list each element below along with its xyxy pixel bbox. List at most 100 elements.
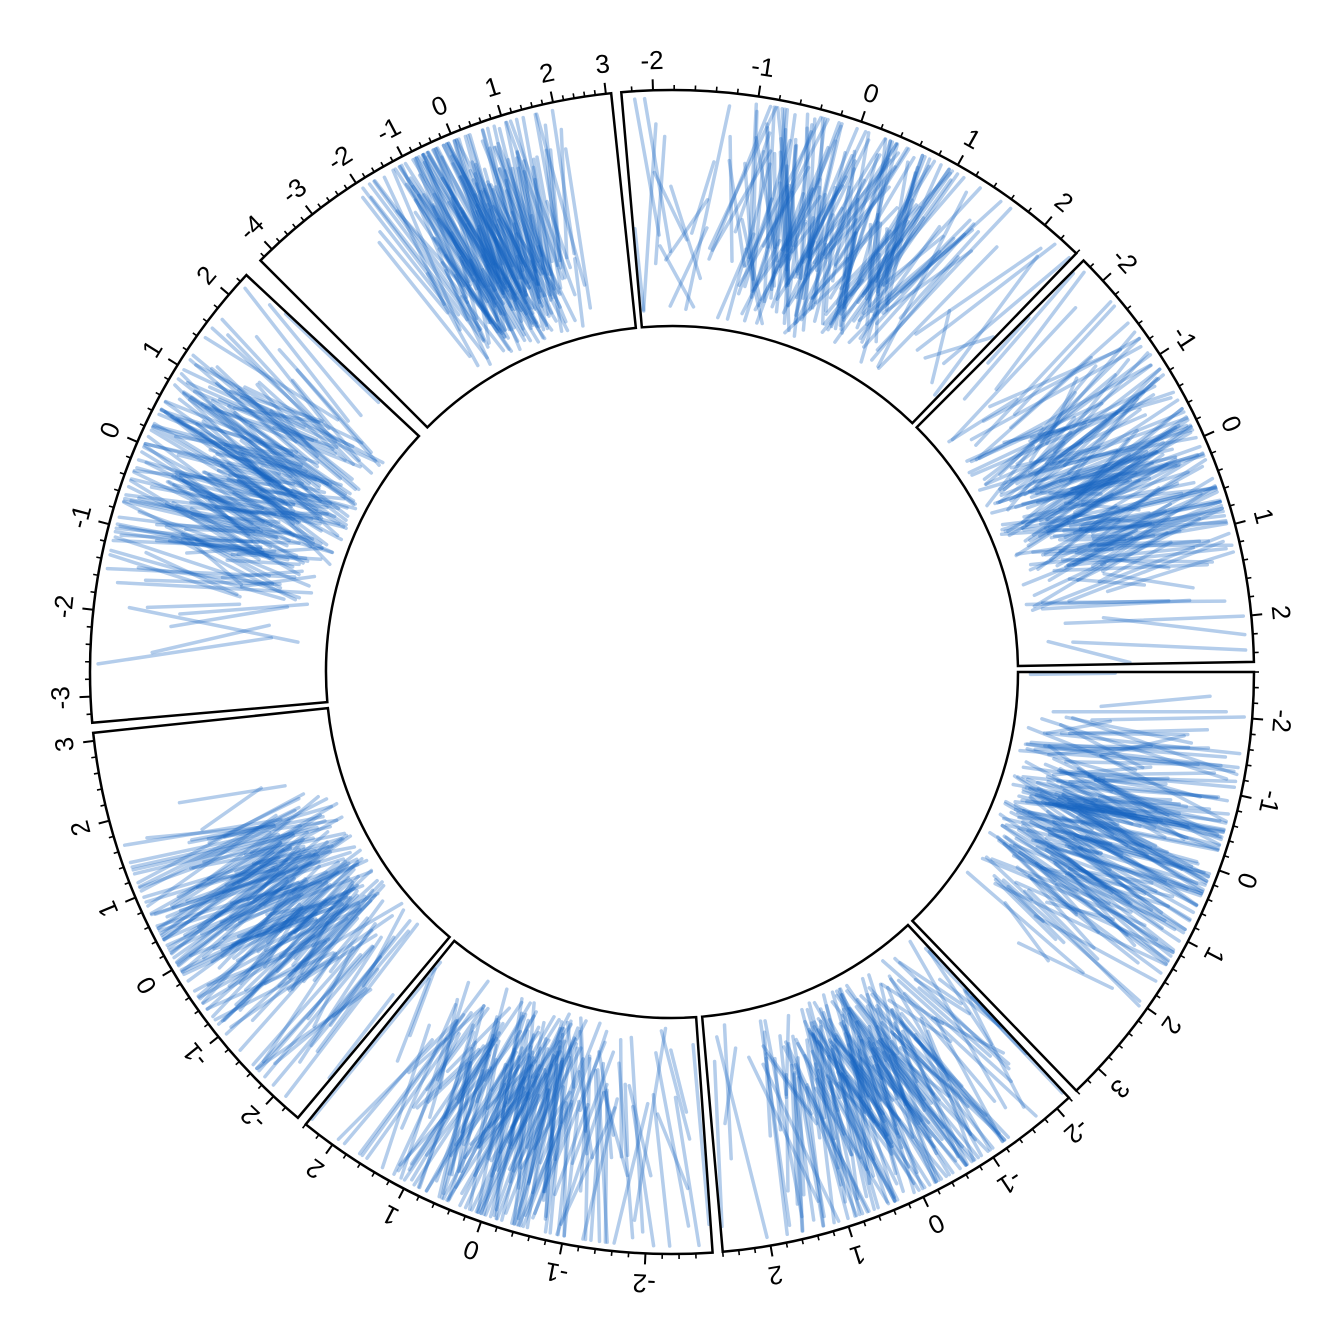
- segment: [243, 385, 364, 445]
- segment: [426, 150, 497, 269]
- segment: [196, 884, 330, 998]
- segment: [115, 522, 310, 563]
- segment: [775, 106, 795, 248]
- segment: [432, 236, 500, 331]
- segment: [206, 868, 280, 882]
- tick-label: 1: [1198, 942, 1231, 969]
- segment: [228, 473, 296, 486]
- minor-tick: [1239, 540, 1245, 543]
- major-tick: [1102, 272, 1112, 282]
- segment: [445, 1006, 512, 1074]
- segment: [166, 872, 286, 950]
- segment: [1051, 373, 1165, 464]
- segment: [1054, 882, 1171, 963]
- minor-tick: [832, 1230, 836, 1237]
- tick-label: 3: [594, 48, 612, 79]
- segment: [1034, 440, 1084, 488]
- segment: [195, 862, 278, 890]
- segment: [504, 120, 565, 281]
- tick-label: -2: [1058, 1112, 1095, 1150]
- segment: [287, 883, 386, 993]
- segment: [1051, 802, 1221, 848]
- segment: [403, 161, 497, 308]
- segment: [826, 229, 892, 332]
- segment: [452, 139, 496, 293]
- minor-tick: [1086, 1079, 1092, 1084]
- segment: [198, 906, 304, 1001]
- segment: [707, 104, 773, 261]
- segment: [913, 1032, 984, 1158]
- segment: [1052, 534, 1133, 539]
- minor-tick: [144, 926, 150, 931]
- segment: [559, 127, 569, 260]
- segment: [1040, 598, 1192, 611]
- segment: [207, 385, 377, 463]
- segment: [1026, 725, 1138, 772]
- segment: [227, 905, 323, 988]
- segment: [189, 844, 306, 870]
- segment: [1034, 793, 1199, 886]
- segment: [146, 434, 265, 524]
- segment: [876, 1039, 951, 1098]
- segment: [286, 933, 378, 991]
- segment: [1036, 787, 1115, 837]
- segment: [149, 859, 321, 917]
- tick-label: -2: [1106, 242, 1144, 279]
- minor-tick: [1246, 576, 1252, 580]
- segment: [725, 162, 772, 321]
- segment: [236, 830, 309, 885]
- segment: [604, 1090, 614, 1160]
- segment: [617, 1061, 635, 1240]
- minor-tick: [1233, 825, 1239, 828]
- segment: [476, 1091, 530, 1150]
- segment: [1039, 455, 1142, 494]
- minor-tick: [458, 124, 462, 130]
- segment: [197, 865, 276, 930]
- segment: [267, 303, 363, 418]
- segment: [113, 529, 269, 558]
- segment: [293, 867, 356, 935]
- segment: [836, 1070, 893, 1149]
- minor-tick: [446, 1209, 451, 1215]
- segment: [529, 213, 553, 302]
- tick-label: -3: [45, 686, 76, 710]
- segment: [1017, 815, 1120, 826]
- segment: [1047, 829, 1192, 923]
- segment: [280, 486, 349, 510]
- segment: [491, 204, 539, 274]
- segment: [127, 605, 300, 644]
- segment: [562, 1099, 581, 1238]
- segment: [225, 558, 301, 567]
- segment: [834, 1032, 932, 1187]
- segment: [200, 402, 362, 469]
- segment: [234, 813, 323, 874]
- segment: [1101, 615, 1247, 637]
- segment: [1062, 367, 1162, 468]
- segment: [728, 134, 734, 263]
- segment: [990, 463, 1178, 515]
- segment: [1078, 804, 1209, 883]
- segment: [504, 120, 543, 293]
- segment: [541, 1063, 559, 1202]
- segment: [843, 231, 858, 299]
- segment: [312, 945, 355, 1029]
- segment: [422, 160, 513, 300]
- segment: [801, 185, 822, 316]
- segment: [1003, 901, 1050, 963]
- segment: [466, 133, 514, 277]
- segment: [1059, 731, 1190, 737]
- segment: [834, 989, 921, 1126]
- minor-tick: [1248, 748, 1254, 752]
- segment: [933, 254, 1039, 397]
- segment: [750, 194, 822, 293]
- segment: [477, 1043, 498, 1144]
- segment: [392, 1032, 461, 1176]
- minor-tick: [1217, 468, 1223, 472]
- segment: [784, 1040, 870, 1214]
- segment: [812, 1025, 916, 1186]
- segment: [1067, 376, 1159, 475]
- segment: [262, 904, 304, 969]
- segment: [115, 580, 314, 595]
- segment: [757, 177, 822, 308]
- segment: [277, 894, 367, 988]
